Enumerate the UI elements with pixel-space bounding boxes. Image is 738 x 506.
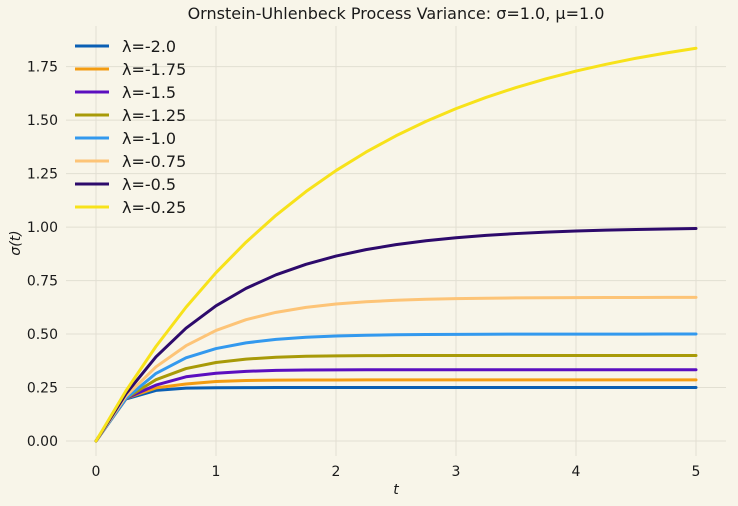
series-line-2 bbox=[94, 368, 698, 443]
y-axis-label: σ(t) bbox=[8, 230, 24, 255]
series-line-5 bbox=[94, 295, 698, 443]
x-tick-label: 3 bbox=[452, 464, 461, 480]
y-tick-label: 1.75 bbox=[27, 60, 58, 76]
chart-title: Ornstein-Uhlenbeck Process Variance: σ=1… bbox=[188, 4, 605, 23]
series-line-4 bbox=[94, 332, 698, 443]
x-axis-label: t bbox=[393, 482, 399, 498]
legend-label: λ=-0.5 bbox=[122, 175, 176, 194]
series-line-1 bbox=[94, 378, 698, 443]
legend-label: λ=-1.75 bbox=[122, 60, 186, 79]
legend-label: λ=-1.0 bbox=[122, 129, 176, 148]
x-tick-label: 2 bbox=[332, 464, 341, 480]
x-tick-label: 5 bbox=[692, 464, 701, 480]
x-axis-ticks: 0 1 2 3 4 5 bbox=[92, 464, 701, 480]
series-line-6 bbox=[94, 227, 698, 443]
x-tick-label: 0 bbox=[92, 464, 101, 480]
y-tick-label: 0.00 bbox=[27, 434, 58, 450]
x-tick-label: 4 bbox=[572, 464, 581, 480]
y-tick-label: 1.50 bbox=[27, 113, 58, 129]
y-axis-ticks: 0.00 0.25 0.50 0.75 1.00 1.25 1.50 1.75 bbox=[27, 60, 58, 450]
legend-label: λ=-0.75 bbox=[122, 152, 186, 171]
series-line-7 bbox=[94, 46, 698, 443]
y-tick-label: 0.75 bbox=[27, 274, 58, 290]
x-tick-label: 1 bbox=[212, 464, 221, 480]
legend-label: λ=-0.25 bbox=[122, 198, 186, 217]
y-tick-label: 1.00 bbox=[27, 220, 58, 236]
series-lines bbox=[94, 46, 698, 443]
series-line-3 bbox=[94, 353, 698, 443]
legend-label: λ=-2.0 bbox=[122, 37, 176, 56]
legend-label: λ=-1.5 bbox=[122, 83, 176, 102]
y-tick-label: 1.25 bbox=[27, 167, 58, 183]
grid bbox=[66, 26, 726, 456]
series-line-0 bbox=[94, 386, 698, 443]
y-tick-label: 0.50 bbox=[27, 327, 58, 343]
legend-label: λ=-1.25 bbox=[122, 106, 186, 125]
legend: λ=-2.0 λ=-1.75 λ=-1.5 λ=-1.25 λ=-1.0 λ=-0.75 λ… bbox=[75, 37, 186, 217]
y-tick-label: 0.25 bbox=[27, 381, 58, 397]
